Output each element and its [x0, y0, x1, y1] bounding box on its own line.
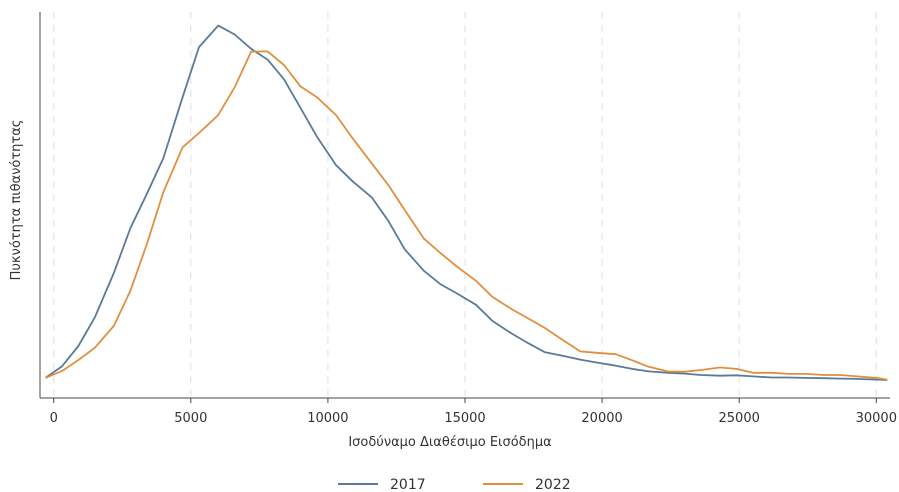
x-tick-label: 10000 [307, 411, 348, 426]
series-line-2017 [44, 24, 888, 381]
x-tick-label: 15000 [444, 411, 485, 426]
series-line-2022 [45, 50, 888, 381]
x-axis-title: Ισοδύναμο Διαθέσιμο Εισόδημα [348, 435, 551, 450]
x-tick-label: 30000 [856, 411, 897, 426]
x-tick-label: 0 [50, 411, 58, 426]
legend-label-2022: 2022 [535, 477, 571, 492]
x-tick-label: 20000 [581, 411, 622, 426]
grid-lines [53, 12, 877, 398]
y-axis-title: Πυκνότητα πιθανότητας [9, 120, 24, 281]
x-axis-ticks: 0 5000 10000 15000 20000 25000 30000 [50, 398, 897, 426]
x-tick-label: 5000 [174, 411, 207, 426]
legend: 2017 2022 [338, 477, 571, 492]
x-tick-label: 25000 [719, 411, 760, 426]
legend-label-2017: 2017 [390, 477, 426, 492]
series-lines [44, 24, 888, 381]
